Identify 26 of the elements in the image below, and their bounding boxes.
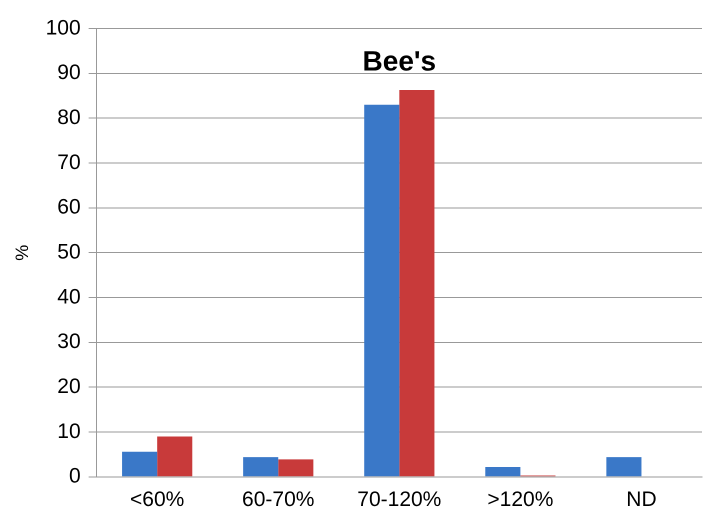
y-axis-title: % bbox=[12, 244, 32, 261]
y-tick-label: 30 bbox=[57, 330, 81, 354]
y-tick-label: 100 bbox=[46, 16, 81, 40]
bar bbox=[243, 457, 278, 476]
x-tick-label: <60% bbox=[130, 488, 184, 512]
bar bbox=[364, 104, 400, 476]
x-tick-label: 70-120% bbox=[357, 488, 442, 512]
bar bbox=[606, 457, 642, 476]
bar bbox=[157, 436, 192, 476]
x-tick-label: ND bbox=[626, 488, 657, 512]
y-tick-label: 20 bbox=[57, 374, 81, 398]
y-tick-label: 90 bbox=[57, 61, 81, 84]
y-tick-label: 80 bbox=[57, 106, 81, 130]
x-tick-label: 60-70% bbox=[242, 488, 314, 512]
y-tick-label: 0 bbox=[68, 464, 81, 488]
y-tick-label: 10 bbox=[57, 420, 81, 443]
bar bbox=[278, 459, 314, 476]
bar bbox=[399, 90, 434, 476]
y-tick-label: 40 bbox=[57, 285, 81, 308]
y-tick-label: 50 bbox=[57, 240, 81, 264]
x-tick-label: >120% bbox=[487, 488, 554, 512]
bar bbox=[122, 452, 158, 476]
y-tick-label: 60 bbox=[57, 196, 81, 219]
bar bbox=[485, 466, 520, 476]
text: Bee's bbox=[362, 45, 436, 76]
y-tick-label: 70 bbox=[57, 150, 81, 174]
